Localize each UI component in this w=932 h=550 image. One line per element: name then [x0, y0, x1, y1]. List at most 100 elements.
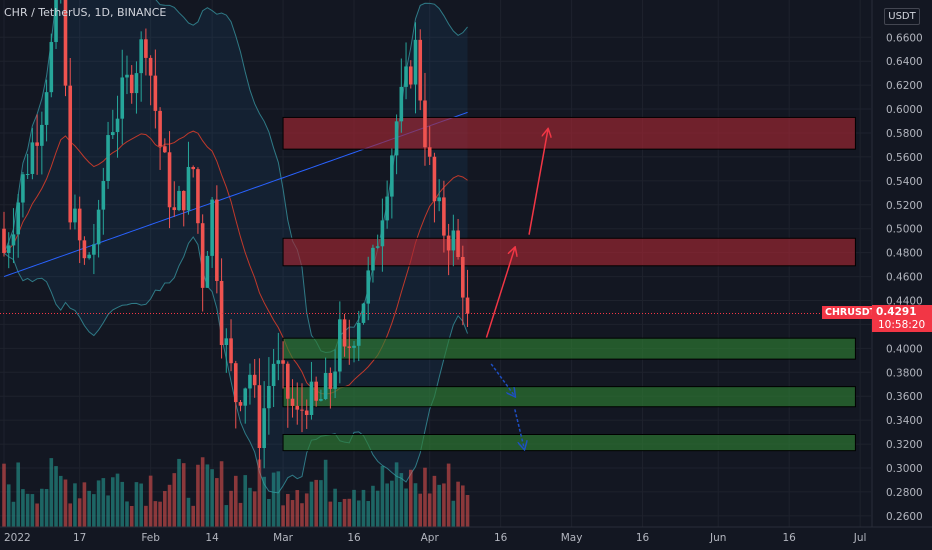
candle-body [380, 220, 385, 247]
candle-body [92, 244, 96, 255]
time-tick-label: 14 [205, 532, 219, 544]
candle-body [224, 338, 229, 346]
candle-body [418, 39, 423, 101]
volume-bar [404, 488, 408, 527]
volume-bar [423, 467, 427, 527]
volume-bar [120, 481, 125, 527]
price-tick-label: 0.3600 [886, 391, 923, 403]
candle-body [257, 385, 262, 449]
volume-bar [25, 493, 30, 527]
time-tick-label: Jun [709, 532, 726, 544]
candle-body [451, 230, 456, 251]
candle-body [314, 381, 318, 401]
candle-body [323, 372, 328, 400]
volume-bar [304, 493, 309, 527]
candle-body [366, 270, 371, 304]
volume-bar [380, 465, 385, 527]
price-tick-label: 0.4000 [886, 343, 923, 355]
candle-body [148, 57, 153, 76]
countdown-badge: 10:58:20 [872, 319, 932, 332]
bollinger-band-fill [4, 0, 468, 493]
volume-bar [437, 484, 441, 527]
volume-bar [446, 463, 451, 527]
candle-body [385, 196, 389, 221]
candle-body [205, 255, 210, 288]
candle-body [125, 74, 129, 78]
volume-bar [323, 459, 328, 527]
volume-bar [347, 498, 352, 527]
candle-body [191, 166, 195, 170]
volume-bar [408, 469, 413, 527]
candle-body [101, 181, 106, 210]
candle-body [252, 374, 257, 386]
volume-bar [328, 501, 333, 527]
volume-bar [139, 483, 143, 527]
volume-bar [200, 457, 205, 527]
volume-bar [456, 481, 460, 527]
candle-body [87, 254, 91, 259]
price-tick-label: 0.5400 [886, 176, 923, 188]
resistance-zone [282, 116, 856, 150]
volume-bar [58, 475, 63, 527]
volume-bar [21, 489, 25, 527]
price-tick-label: 0.5800 [886, 128, 923, 140]
candle-body [115, 118, 120, 133]
candles [2, 0, 470, 469]
volume-bar [229, 490, 233, 527]
candle-body [210, 199, 214, 256]
candle-body [139, 39, 143, 74]
candle-body [338, 319, 342, 372]
volume-bar [63, 479, 68, 527]
volume-bar [172, 473, 177, 527]
support-zone [282, 337, 856, 360]
volume-bar [68, 503, 73, 527]
candle-body [342, 319, 347, 347]
candle-body [181, 190, 186, 211]
volume-bar [295, 490, 300, 527]
moving-average-red [3, 130, 468, 395]
candle-body [404, 66, 408, 87]
volume-bar [196, 464, 200, 527]
time-tick-label: 2022 [4, 532, 31, 544]
volume-bar [82, 482, 87, 527]
volume-bar [101, 478, 106, 527]
volume-bar [144, 505, 148, 527]
volume-bar [390, 480, 394, 527]
candle-body [238, 402, 243, 406]
arrow-up [528, 129, 548, 235]
volume-bar [181, 463, 186, 527]
volume-bar [96, 480, 101, 527]
candle-body [319, 399, 323, 401]
candle-body [399, 86, 404, 122]
volume-bar [394, 462, 399, 527]
volume-bar [44, 489, 49, 527]
volume-bar [243, 475, 248, 527]
candle-body [267, 385, 271, 409]
candle-body [456, 230, 460, 257]
volume-bar [238, 502, 243, 527]
candle-body [390, 155, 394, 197]
currency-label[interactable]: USDT [884, 8, 920, 25]
price-tick-label: 0.6400 [886, 56, 923, 68]
volume-bar [224, 505, 229, 527]
candle-body [352, 345, 356, 348]
candle-body [290, 398, 295, 406]
volume-bar [210, 469, 214, 527]
volume-bar [167, 484, 172, 527]
candle-body [134, 73, 139, 94]
chart-title: CHR / TetherUS, 1D, BINANCE [4, 6, 167, 19]
time-tick-label: Apr [421, 532, 440, 544]
candle-body [25, 173, 30, 175]
candle-body [219, 280, 224, 346]
time-tick-label: Feb [141, 532, 160, 544]
volume-bar [35, 503, 39, 527]
price-tick-label: 0.6000 [886, 104, 923, 116]
candle-body [153, 75, 158, 111]
volume-layer [2, 457, 470, 527]
candle-body [54, 0, 58, 43]
volume-bar [49, 458, 54, 527]
time-tick-label: 17 [73, 532, 86, 544]
candle-body [465, 297, 470, 314]
